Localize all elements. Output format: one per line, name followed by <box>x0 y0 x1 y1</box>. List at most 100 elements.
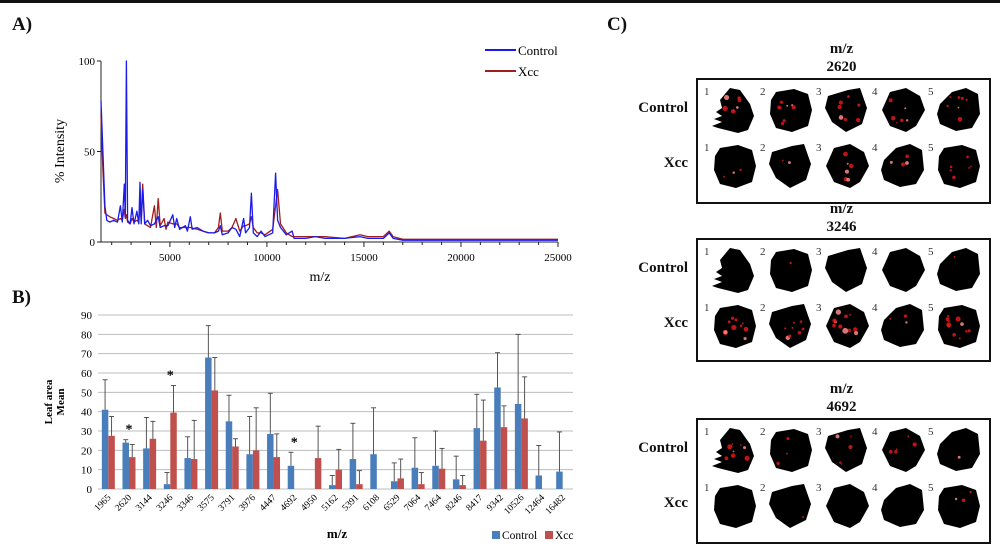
signal-spot <box>894 450 898 454</box>
leaf-silhouette <box>769 144 811 188</box>
panel-a-label: A) <box>12 14 33 35</box>
leaf-image <box>882 248 925 292</box>
signal-spot <box>949 169 952 172</box>
leaf-silhouette <box>938 485 980 528</box>
bar-x-tick-label: 10526 <box>503 493 527 517</box>
signal-spot <box>970 165 972 168</box>
signal-spot <box>946 322 952 328</box>
sample-number: 2 <box>760 142 766 154</box>
sample-number: 1 <box>704 86 710 98</box>
bar-control <box>329 485 336 489</box>
signal-spot <box>743 326 749 332</box>
legend-label-xcc: Xcc <box>518 64 539 79</box>
leaf-image <box>826 304 869 348</box>
sample-number: 3 <box>816 426 822 438</box>
signal-spot <box>802 515 805 519</box>
signal-spot <box>723 94 730 100</box>
bar-control <box>163 484 171 489</box>
bar-x-tick-label: 12464 <box>523 493 547 517</box>
signal-spot <box>731 324 737 331</box>
signal-spot <box>967 329 971 333</box>
bar-y-tick-label: 0 <box>87 484 93 496</box>
leaf-image <box>938 485 980 528</box>
signal-spot <box>782 159 784 162</box>
leaf-silhouette <box>881 304 924 347</box>
signal-spot <box>789 261 792 265</box>
bar-xcc <box>314 458 322 489</box>
bar-control <box>411 467 419 489</box>
signal-spot <box>784 327 787 330</box>
bar-xcc <box>211 390 219 489</box>
leaf-silhouette <box>937 88 980 131</box>
signal-spot <box>965 330 968 333</box>
signal-spot <box>952 175 956 180</box>
leaf-silhouette <box>769 304 811 348</box>
signal-spot <box>961 498 966 503</box>
spectrum-x-tick-label: 15000 <box>350 252 378 264</box>
signal-spot <box>743 336 747 341</box>
leaf-image <box>769 304 811 348</box>
spectrum-y-tick-label: 100 <box>79 56 96 68</box>
spectrum-x-label: m/z <box>310 270 331 285</box>
signal-spot <box>960 96 964 100</box>
signal-spot <box>779 100 784 104</box>
signal-spot <box>727 320 731 324</box>
leaf-image <box>882 428 925 472</box>
bar-control <box>432 465 439 489</box>
signal-spot <box>801 327 805 331</box>
signal-spot <box>744 455 750 461</box>
bar-x-label: m/z <box>327 526 347 541</box>
sample-number: 1 <box>704 142 710 154</box>
leaf-image <box>881 304 924 347</box>
bar-xcc <box>149 438 157 489</box>
bar-xcc <box>273 457 281 489</box>
leaf-image <box>937 428 980 471</box>
imaging-title-mz: 4692 <box>826 399 857 415</box>
legend-label-control: Control <box>518 43 558 58</box>
panel-c-label: C) <box>607 14 628 35</box>
row-label-control: Control <box>638 440 688 456</box>
bar-x-tick-label: 3144 <box>134 493 155 514</box>
spectrum-lines <box>100 60 558 241</box>
signal-spot <box>741 322 744 325</box>
bar-control <box>143 448 150 489</box>
signal-spot <box>843 117 847 122</box>
sample-number: 1 <box>704 482 710 494</box>
bar-xcc <box>170 412 177 489</box>
spectrum-x-tick-label: 20000 <box>447 252 475 264</box>
leaf-silhouette <box>825 248 867 292</box>
signal-spot <box>905 321 908 324</box>
bar-x-tick-label: 5162 <box>320 493 341 514</box>
signal-spot <box>848 445 853 450</box>
signal-spot <box>957 455 961 459</box>
signal-spot <box>946 104 949 108</box>
signal-spot <box>791 105 796 110</box>
bar-xcc <box>438 468 446 489</box>
leaf-image <box>714 145 756 188</box>
imaging-title-prefix: m/z <box>829 201 854 217</box>
bar-y-tick-label: 60 <box>81 368 93 380</box>
signal-spot <box>730 316 735 320</box>
bar-y-ticks: 0 10 20 30 40 50 60 70 80 90 <box>81 310 93 496</box>
bar-xcc <box>397 478 404 489</box>
leaf-image <box>826 484 869 528</box>
signal-spot <box>731 443 734 445</box>
bar-x-tick-label: 3791 <box>217 493 238 514</box>
signal-spot <box>787 161 791 165</box>
imaging-box-3246: 1 2 3 4 5 1 2 3 4 5 <box>696 238 991 362</box>
spectrum-x-tick-label: 10000 <box>253 252 281 264</box>
signal-spot <box>846 162 849 165</box>
signal-spot <box>848 163 854 169</box>
bar-control <box>267 433 274 489</box>
leaf-silhouette <box>769 484 811 528</box>
leaf-silhouette <box>938 145 980 188</box>
signal-spot <box>832 323 836 328</box>
bar-control <box>225 421 233 489</box>
legend-swatch-xcc <box>545 531 553 539</box>
sample-number: 4 <box>872 426 878 438</box>
bar-xcc <box>108 435 115 489</box>
signal-spot <box>780 122 785 126</box>
bar-control <box>390 481 398 489</box>
leaf-image <box>769 484 811 528</box>
bar-x-tick-label: 16482 <box>544 493 568 517</box>
